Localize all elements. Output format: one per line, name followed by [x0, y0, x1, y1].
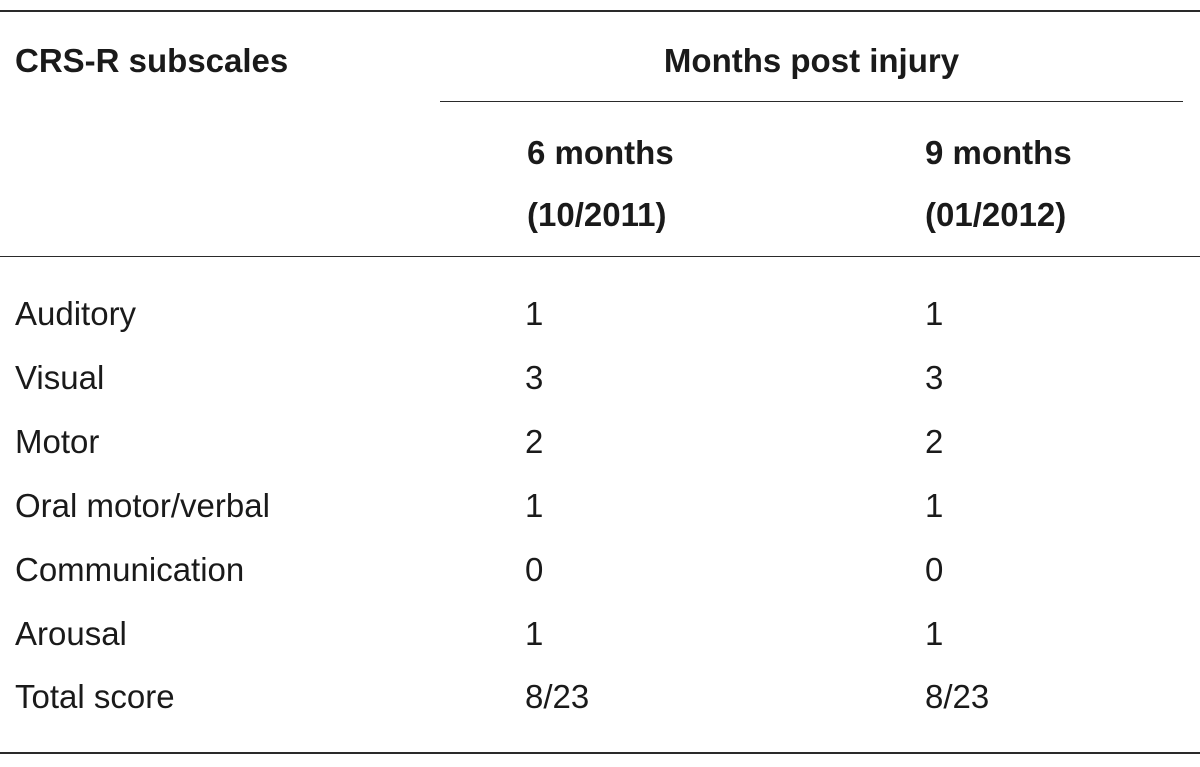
cell-visual-6m: 3	[525, 359, 544, 396]
cell-motor-6m: 2	[525, 423, 544, 460]
cell-oral-motor-verbal-6m: 1	[525, 487, 544, 524]
cell-auditory-6m: 1	[525, 295, 544, 332]
group-header-rule	[440, 101, 1183, 102]
cell-auditory-9m: 1	[925, 295, 944, 332]
row-label-arousal: Arousal	[15, 615, 127, 652]
table-top-rule	[0, 10, 1200, 12]
stub-header: CRS-R subscales	[15, 42, 289, 79]
cell-arousal-9m: 1	[925, 615, 944, 652]
table-bottom-rule	[0, 752, 1200, 754]
column-header-9-months-date: (01/2012)	[925, 196, 1067, 233]
row-label-total-score: Total score	[15, 678, 175, 715]
cell-total-score-6m: 8/23	[525, 678, 590, 715]
cell-visual-9m: 3	[925, 359, 944, 396]
cell-communication-6m: 0	[525, 551, 544, 588]
column-header-9-months: 9 months	[925, 134, 1072, 171]
header-body-rule	[0, 256, 1200, 257]
cell-communication-9m: 0	[925, 551, 944, 588]
cell-oral-motor-verbal-9m: 1	[925, 487, 944, 524]
cell-arousal-6m: 1	[525, 615, 544, 652]
row-label-communication: Communication	[15, 551, 245, 588]
cell-total-score-9m: 8/23	[925, 678, 990, 715]
row-label-auditory: Auditory	[15, 295, 137, 332]
row-label-motor: Motor	[15, 423, 100, 460]
group-header: Months post injury	[663, 42, 960, 79]
row-label-oral-motor-verbal: Oral motor/verbal	[15, 487, 270, 524]
column-header-6-months-date: (10/2011)	[527, 196, 667, 233]
column-header-6-months: 6 months	[527, 134, 674, 171]
cell-motor-9m: 2	[925, 423, 944, 460]
row-label-visual: Visual	[15, 359, 105, 396]
